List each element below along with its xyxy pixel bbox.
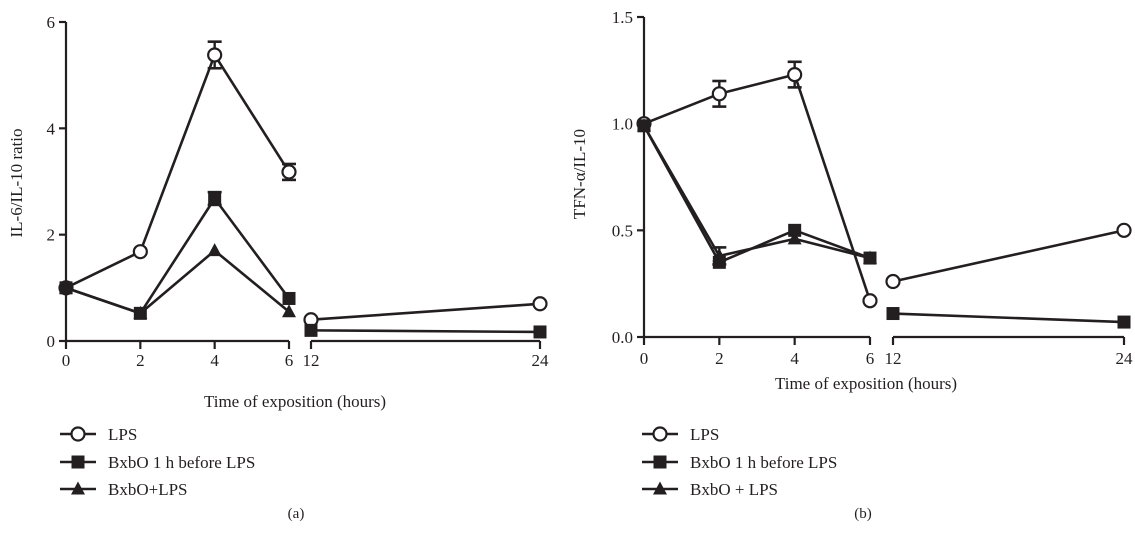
series-line <box>892 312 1125 324</box>
series-triangle <box>59 243 296 319</box>
x-tick-label: 4 <box>210 351 219 370</box>
series-square <box>59 190 547 339</box>
y-axis-label: TFN-α/IL-10 <box>570 129 589 219</box>
series-line <box>642 125 871 260</box>
x-axis-label: Time of exposition (hours) <box>775 374 957 393</box>
legend-entry: LPS <box>60 425 137 444</box>
x-tick-label: 24 <box>532 351 550 370</box>
legend-label: LPS <box>690 425 719 444</box>
legend-entry: BxbO 1 h before LPS <box>60 453 255 472</box>
data-point <box>282 291 296 305</box>
x-tick-label: 2 <box>715 349 724 368</box>
series-line <box>892 229 1125 283</box>
data-point <box>787 66 803 83</box>
legend-marker <box>71 455 85 469</box>
legend-entry: BxbO 1 h before LPS <box>642 453 837 472</box>
legend-entry: BxbO+LPS <box>60 480 188 499</box>
x-tick-label: 12 <box>303 351 320 370</box>
series-line <box>643 73 872 302</box>
data-point <box>711 86 727 102</box>
data-point <box>863 250 877 264</box>
series-line <box>65 249 290 315</box>
data-point <box>788 223 802 237</box>
y-tick-label: 0.5 <box>612 221 633 240</box>
data-point <box>1117 315 1131 329</box>
y-tick-label: 1.0 <box>612 115 633 134</box>
series-line <box>642 125 871 264</box>
legend-label: BxbO 1 h before LPS <box>108 453 255 472</box>
legend-marker <box>70 426 86 442</box>
x-axis-label: Time of exposition (hours) <box>204 392 386 411</box>
series-open-circle <box>636 60 1132 309</box>
x-tick-label: 24 <box>1116 349 1134 368</box>
x-tick-label: 4 <box>790 349 799 368</box>
legend-label: BxbO 1 h before LPS <box>690 453 837 472</box>
y-tick-label: 0 <box>47 332 56 351</box>
legend-label: BxbO + LPS <box>690 480 778 499</box>
x-tick-label: 0 <box>62 351 71 370</box>
legend-entry: BxbO + LPS <box>642 480 778 499</box>
series-square <box>637 119 1131 329</box>
y-tick-label: 4 <box>47 119 56 138</box>
y-axis-label: IL-6/IL-10 ratio <box>7 128 26 237</box>
data-point <box>712 248 727 262</box>
legend-label: LPS <box>108 425 137 444</box>
legend-marker <box>653 481 667 495</box>
y-tick-label: 0.0 <box>612 328 633 347</box>
data-point <box>533 325 547 339</box>
legend-marker <box>71 481 85 495</box>
data-point <box>133 305 148 319</box>
data-point <box>207 243 222 257</box>
x-tick-label: 2 <box>136 351 145 370</box>
x-tick-label: 0 <box>640 349 649 368</box>
y-tick-label: 6 <box>47 13 56 32</box>
y-tick-label: 1.5 <box>612 8 633 27</box>
series-line <box>65 197 291 315</box>
data-point <box>304 323 318 337</box>
legend-entry: LPS <box>642 425 719 444</box>
panel-label: (b) <box>854 506 872 522</box>
data-point <box>59 280 73 294</box>
series-open-circle <box>58 40 548 328</box>
y-tick-label: 2 <box>47 226 56 245</box>
panel-label: (a) <box>288 506 305 522</box>
data-point <box>1116 222 1132 238</box>
series-line <box>65 53 291 290</box>
x-tick-label: 6 <box>285 351 294 370</box>
data-point <box>862 293 878 309</box>
series-line <box>310 302 541 322</box>
data-point <box>886 307 900 321</box>
x-tick-label: 12 <box>885 349 902 368</box>
legend-marker <box>653 455 667 469</box>
x-tick-label: 6 <box>866 349 875 368</box>
data-point <box>281 164 297 180</box>
series-triangle <box>637 118 877 266</box>
data-point <box>208 192 222 206</box>
data-point <box>532 296 548 312</box>
data-point <box>132 244 148 260</box>
legend-label: BxbO+LPS <box>108 480 188 499</box>
data-point <box>282 304 296 318</box>
data-point <box>885 273 901 290</box>
data-point <box>787 231 802 245</box>
legend-marker <box>652 426 668 442</box>
data-point <box>637 118 651 132</box>
series-line <box>310 329 541 334</box>
data-point <box>207 47 223 63</box>
